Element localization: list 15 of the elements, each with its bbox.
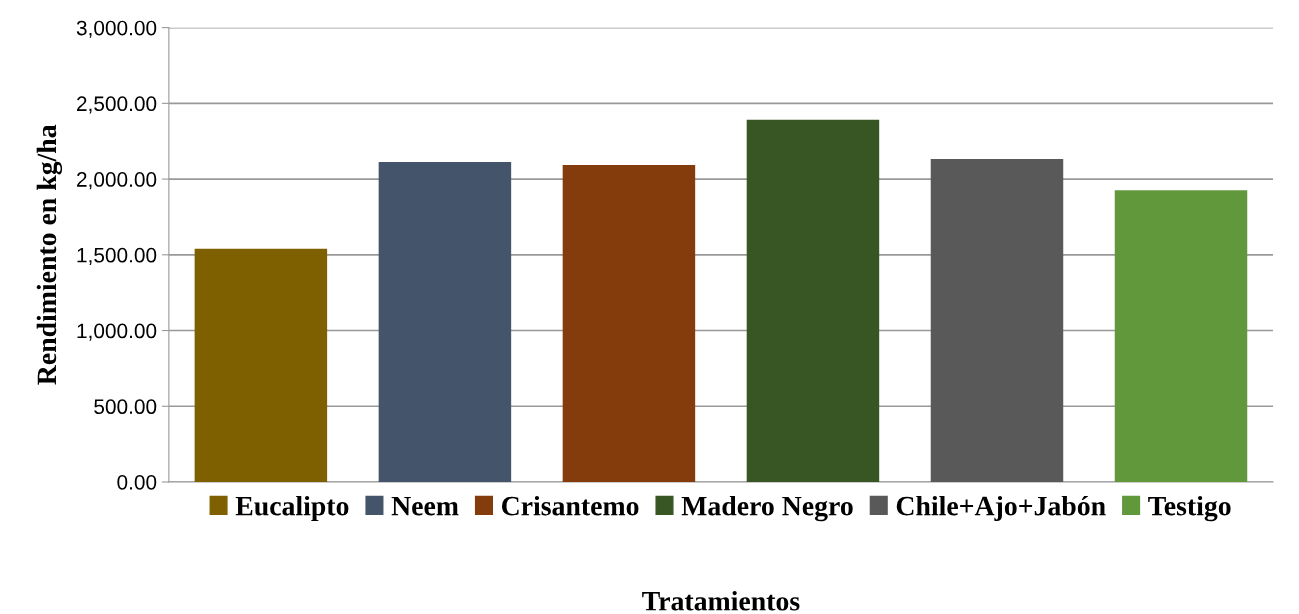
legend-label: Chile+Ajo+Jabón <box>896 495 1106 522</box>
legend-label: Madero Negro <box>681 495 853 522</box>
legend-label: Testigo <box>1148 495 1231 522</box>
y-tick-label: 1,000.00 <box>77 323 157 341</box>
y-axis-title: Rendimiento en kg/ha <box>36 124 63 385</box>
y-tick-label: 0.00 <box>117 474 157 490</box>
legend-label: Crisantemo <box>502 495 639 516</box>
y-tick-label: 500.00 <box>94 399 157 415</box>
x-axis-title: Tratamientos <box>642 591 800 611</box>
legend-label: Neem <box>391 496 459 516</box>
y-tick-label: 3,000.00 <box>76 20 157 38</box>
y-tick-label: 2,000.00 <box>77 172 157 190</box>
legend-label: Eucalipto <box>235 495 349 522</box>
y-tick-label: 1,500.00 <box>77 247 157 266</box>
y-tick-label: 2,500.00 <box>77 96 157 114</box>
